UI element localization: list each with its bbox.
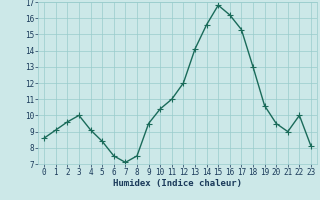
- X-axis label: Humidex (Indice chaleur): Humidex (Indice chaleur): [113, 179, 242, 188]
